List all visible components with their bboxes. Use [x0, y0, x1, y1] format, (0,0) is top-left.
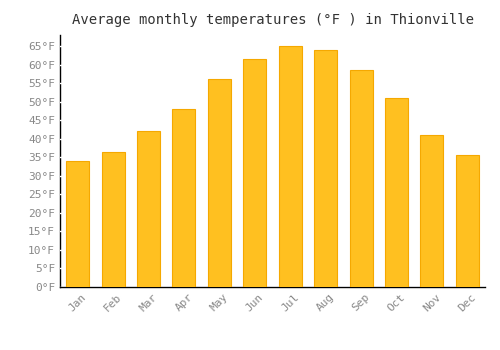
- Bar: [456, 155, 479, 287]
- Bar: [420, 135, 444, 287]
- Bar: [137, 131, 160, 287]
- Title: Average monthly temperatures (°F ) in Thionville: Average monthly temperatures (°F ) in Th…: [72, 13, 473, 27]
- Bar: [314, 50, 337, 287]
- Bar: [244, 59, 266, 287]
- Bar: [385, 98, 408, 287]
- Bar: [278, 46, 301, 287]
- Bar: [350, 70, 372, 287]
- Bar: [208, 79, 231, 287]
- Bar: [172, 109, 196, 287]
- Bar: [66, 161, 89, 287]
- Bar: [102, 152, 124, 287]
